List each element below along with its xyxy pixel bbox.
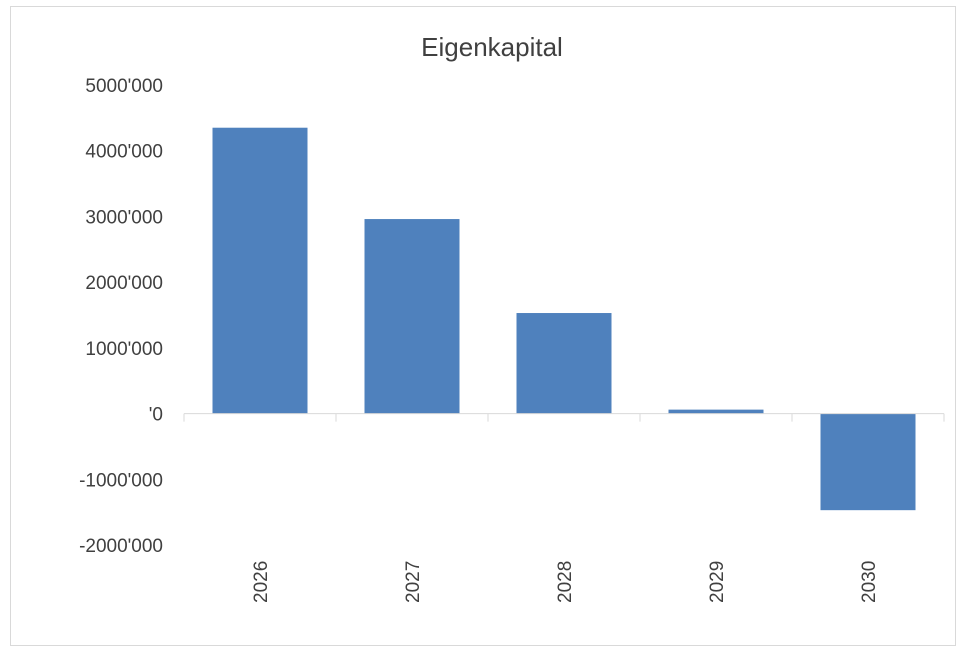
x-tick-label: 2027 [403, 561, 424, 603]
x-tick-label: 2029 [707, 561, 728, 603]
bar-2029 [668, 409, 764, 414]
bars [212, 127, 916, 511]
chart-title: Eigenkapital [421, 32, 563, 62]
bar-2026 [212, 127, 308, 414]
x-tick-label: 2028 [555, 561, 576, 603]
bar-chart: Eigenkapital 5000'000 4000'000 3000'000 200… [79, 32, 945, 603]
y-tick-label: 5000'000 [85, 76, 163, 97]
x-axis [183, 413, 945, 422]
y-tick-label: 3000'000 [85, 207, 163, 228]
bar-2030 [820, 413, 916, 511]
y-tick-label: -1000'000 [79, 470, 163, 491]
x-axis-ticks: 2026 2027 2028 2029 2030 [251, 561, 880, 603]
bar-2027 [364, 219, 460, 414]
y-tick-label: -2000'000 [79, 536, 163, 557]
x-tick-label: 2026 [251, 561, 272, 603]
y-tick-label: 1000'000 [85, 339, 163, 360]
y-axis-ticks: 5000'000 4000'000 3000'000 2000'000 1000'000… [79, 76, 163, 557]
y-tick-label: '0 [149, 405, 163, 426]
bar-2028 [516, 313, 612, 414]
y-tick-label: 4000'000 [85, 142, 163, 163]
x-tick-label: 2030 [859, 561, 880, 603]
y-tick-label: 2000'000 [85, 273, 163, 294]
